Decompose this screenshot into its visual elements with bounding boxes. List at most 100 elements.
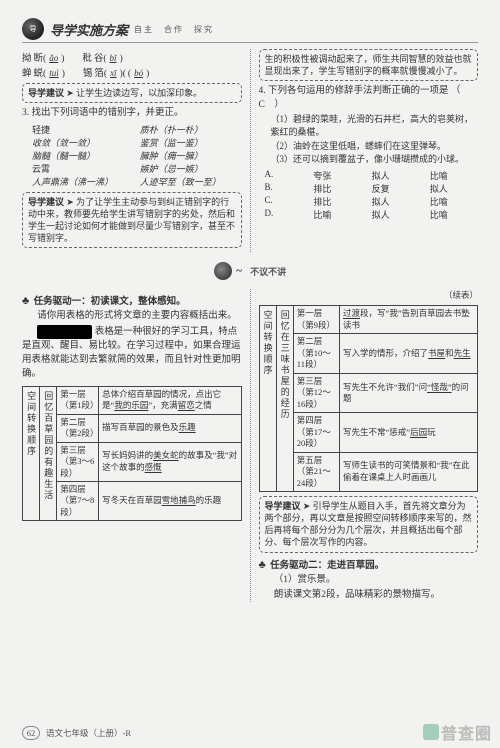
opt: 排比 bbox=[313, 195, 361, 208]
fix-item: 人声鼎沸（沸一沸） bbox=[32, 175, 134, 188]
task2-text: 朗读课文第2段，品味精彩的景物描写。 bbox=[259, 588, 479, 602]
layer-cell: 第一层（第9段） bbox=[293, 306, 339, 334]
top-columns: 拗断(ǎo) 秕谷(bǐ) 蝉蜕(tuì) 锡箔(xī)(( bó) 导学建议 … bbox=[22, 49, 478, 252]
disc-icon bbox=[214, 262, 232, 280]
opt: 拟人 bbox=[372, 208, 420, 221]
col1: 回忆百草园的有趣生活 bbox=[40, 386, 57, 521]
page-number: 62 bbox=[22, 726, 40, 740]
opt: 比喻 bbox=[430, 208, 478, 221]
opt: 拟人 bbox=[430, 182, 478, 195]
question-3: 3. 找出下列词语中的错别字，并更正。 bbox=[22, 107, 242, 121]
structure-table-right: 空间转换顺序 回忆在三味书屋的经历 第一层（第9段） 过渡段，写“我”告别百草园… bbox=[259, 305, 479, 492]
header-subtitle: 自主 合作 探究 bbox=[134, 24, 214, 35]
suf: 断( bbox=[34, 50, 47, 64]
desc-cell: 总体介绍百草园的情况，点出它是“我的乐园”，充满留恋之情 bbox=[99, 386, 241, 414]
question-4: 4. 下列各句运用的修辞手法判断正确的一项是 （ C ） bbox=[259, 85, 479, 113]
q4-sent: （2）油蛉在这里低唱，蟋蟀们在这里弹琴。 bbox=[271, 140, 479, 154]
desc-cell: 写师生读书的可笑情景和“我”在此偷着在课桌上人时画画儿 bbox=[340, 452, 478, 491]
opt: 比喻 bbox=[430, 195, 478, 208]
q4-options: A.夸张拟人比喻 B.排比反复拟人 C.排比拟人比喻 D.比喻拟人比喻 bbox=[265, 169, 479, 221]
q4-sentences: （1）碧绿的菜畦，光滑的石井栏，高大的皂荚树，紫红的桑椹。 （2）油蛉在这里低唱… bbox=[271, 113, 479, 167]
end: ) bbox=[61, 54, 64, 64]
page-header: 导 导学实施方案 自主 合作 探究 bbox=[22, 18, 478, 43]
fix-item: 鉴赏（监一鉴） bbox=[140, 136, 242, 149]
tip-label: 导学建议 bbox=[28, 197, 64, 207]
layer-cell: 第三层（第12～16段） bbox=[293, 373, 339, 412]
opt: 比喻 bbox=[313, 208, 361, 221]
task2-sub: （1）赏乐景。 bbox=[259, 573, 479, 587]
desc-cell: 描写百草园的景色及乐趣 bbox=[99, 414, 241, 442]
arrow-icon: ➤ bbox=[66, 197, 74, 207]
opt: 排比 bbox=[313, 182, 361, 195]
fix-item: 质朴（扑一朴） bbox=[140, 123, 242, 136]
col0: 空间转换顺序 bbox=[259, 306, 276, 492]
suf: 蜕( bbox=[34, 65, 47, 79]
structure-table-left: 空间转换顺序 回忆百草园的有趣生活 第一层（第1段） 总体介绍百草园的情况，点出… bbox=[22, 386, 242, 522]
opt: 比喻 bbox=[430, 169, 478, 182]
footer-label: 语文七年级（上册）-R bbox=[46, 727, 131, 739]
redacted-label: 温馨提示 bbox=[37, 325, 92, 339]
hz: 拗 bbox=[22, 50, 32, 64]
desc-cell: 写冬天在百草园雪地捕鸟的乐趣 bbox=[99, 482, 241, 521]
layer-cell: 第二层（第10～11段） bbox=[293, 334, 339, 373]
desc-cell: 写长妈妈讲的美女蛇的故事及“我”对这个故事的感慨 bbox=[99, 442, 241, 481]
tip-label: 导学建议 bbox=[265, 501, 301, 511]
end: )( bbox=[120, 69, 126, 79]
paren: ( bbox=[128, 69, 131, 79]
column-divider bbox=[250, 49, 251, 252]
logo-icon: 导 bbox=[22, 18, 44, 40]
watermark-icon bbox=[423, 724, 439, 740]
desc-cell: 写先生不允许“我们”问“怪哉”的问题 bbox=[340, 373, 478, 412]
right-column: 生的积极性被调动起来了，师生共同智慧的效益也就显现出来了，学生写错别字的概率就慢… bbox=[259, 49, 479, 252]
pin-icon: ♣ bbox=[22, 295, 29, 307]
q4-sent: （3）还可以摘到覆盆子，像小珊瑚攒成的小球。 bbox=[271, 153, 479, 167]
end: ) bbox=[62, 69, 65, 79]
opt: 拟人 bbox=[372, 195, 420, 208]
tip-box: 导学建议 ➤ 引导学生从题目入手，首先将文章分为两个部分，再以文章是按照空间转移… bbox=[259, 496, 479, 553]
suf: 谷( bbox=[94, 50, 107, 64]
desc-cell: 过渡段，写“我”告别百草园去书塾读书 bbox=[340, 306, 478, 334]
tip-label: 导学建议 bbox=[28, 88, 64, 98]
left-column: 拗断(ǎo) 秕谷(bǐ) 蝉蜕(tuì) 锡箔(xī)(( bó) 导学建议 … bbox=[22, 49, 242, 252]
fix-item: 脑髓（髓一髓） bbox=[32, 149, 134, 162]
hz: 秕 bbox=[82, 50, 92, 64]
tip-box: 导学建议 ➤ 让学生边读边写，以加深印象。 bbox=[22, 83, 242, 103]
pinyin-ans: bǐ bbox=[109, 53, 118, 63]
task1-note: 温馨提示 表格是一种很好的学习工具，特点是直观、醒目、易比较。在学习过程中，如果… bbox=[22, 325, 242, 382]
opt: 反复 bbox=[372, 182, 420, 195]
end: ) bbox=[120, 54, 123, 64]
suf: 箔( bbox=[94, 65, 107, 79]
layer-cell: 第四层（第7～8段） bbox=[57, 482, 99, 521]
q4-title: 4. 下列各句运用的修辞手法判断正确的一项是 bbox=[259, 86, 449, 96]
opt: 夸张 bbox=[313, 169, 361, 182]
page-footer: 62 语文七年级（上册）-R bbox=[22, 726, 478, 740]
watermark: 普查圈 bbox=[423, 720, 492, 744]
fix-item: 云霄 bbox=[32, 162, 134, 175]
desc-cell: 写先生不常“惩戒”后园玩 bbox=[340, 413, 478, 452]
task1-heading: ♣ 任务驱动一：初读课文，整体感知。 bbox=[22, 293, 242, 307]
fix-item: 臃肿（痈一臃） bbox=[140, 149, 242, 162]
swirl-deco: ~ bbox=[236, 265, 242, 277]
col0: 空间转换顺序 bbox=[23, 386, 40, 521]
header-title: 导学实施方案 bbox=[50, 20, 128, 39]
layer-cell: 第三层（第3～6段） bbox=[57, 442, 99, 481]
tip-box: 导学建议 ➤ 为了让学生主动参与到纠正错别字的行动中来，教师要先给学生讲写错别字… bbox=[22, 192, 242, 249]
fix-item: 嫉妒（忌一嫉） bbox=[140, 162, 242, 175]
pinyin-ans: xī bbox=[109, 68, 118, 78]
lower-columns: ♣ 任务驱动一：初读课文，整体感知。 请你用表格的形式将文章的主要内容概括出来。… bbox=[22, 289, 478, 602]
pinyin-ans: ǎo bbox=[48, 53, 59, 63]
lower-left: ♣ 任务驱动一：初读课文，整体感知。 请你用表格的形式将文章的主要内容概括出来。… bbox=[22, 289, 242, 602]
task2-title: 任务驱动二：走进百草园。 bbox=[270, 561, 384, 571]
fix-item: 收敛（敛一敛） bbox=[32, 136, 134, 149]
tip-text: 让学生边读边写，以加深印象。 bbox=[76, 88, 202, 98]
section-label: 不议不讲 bbox=[250, 265, 286, 278]
layer-cell: 第一层（第1段） bbox=[57, 386, 99, 414]
pinyin-ans: tuì bbox=[48, 68, 60, 78]
opt: D. bbox=[265, 208, 304, 221]
col1: 回忆在三味书屋的经历 bbox=[276, 306, 293, 492]
opt: B. bbox=[265, 182, 304, 195]
intro-box: 生的积极性被调动起来了，师生共同智慧的效益也就显现出来了，学生写错别字的概率就慢… bbox=[259, 49, 479, 81]
end: ) bbox=[146, 69, 149, 79]
fix-item: 轻捷 bbox=[32, 123, 134, 136]
continued-label: （续表） bbox=[259, 289, 479, 301]
